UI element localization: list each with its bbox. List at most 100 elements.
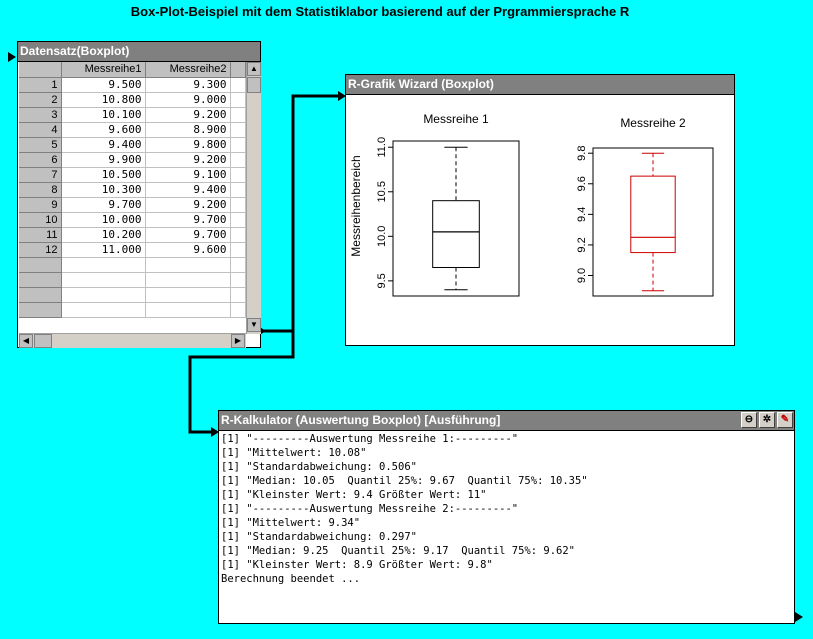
row-header[interactable] — [19, 287, 62, 303]
row-header[interactable]: 5 — [19, 137, 62, 153]
table-row[interactable]: 9 9.700 9.200 — [19, 197, 246, 213]
row-header[interactable]: 11 — [19, 227, 62, 243]
row-header[interactable] — [19, 272, 62, 288]
cell-empty[interactable] — [61, 287, 146, 303]
empty-row[interactable] — [19, 272, 246, 288]
cell-empty[interactable] — [61, 272, 146, 288]
table-row[interactable]: 6 9.900 9.200 — [19, 152, 246, 168]
cell-messreihe1[interactable]: 9.900 — [61, 152, 146, 168]
table-row[interactable]: 3 10.100 9.200 — [19, 107, 246, 123]
table-row[interactable]: 11 10.200 9.700 — [19, 227, 246, 243]
cell-messreihe2[interactable]: 9.000 — [145, 92, 231, 108]
row-header[interactable]: 4 — [19, 122, 62, 138]
corner-cell[interactable] — [19, 62, 62, 78]
cell-empty[interactable] — [230, 167, 246, 183]
table-row[interactable]: 1 9.500 9.300 — [19, 77, 246, 93]
cell-messreihe1[interactable]: 10.300 — [61, 182, 146, 198]
cell-messreihe2[interactable]: 9.700 — [145, 227, 231, 243]
cell-empty[interactable] — [61, 257, 146, 273]
cell-empty[interactable] — [230, 272, 246, 288]
cell-empty[interactable] — [61, 302, 146, 318]
cell-messreihe1[interactable]: 10.500 — [61, 167, 146, 183]
cell-empty[interactable] — [230, 122, 246, 138]
cell-empty[interactable] — [230, 182, 246, 198]
cell-messreihe2[interactable]: 9.200 — [145, 107, 231, 123]
cell-empty[interactable] — [230, 107, 246, 123]
cell-messreihe2[interactable]: 9.600 — [145, 242, 231, 258]
row-header[interactable]: 2 — [19, 92, 62, 108]
vertical-scrollbar[interactable]: ▲ ▼ — [246, 62, 261, 334]
cell-messreihe2[interactable]: 8.900 — [145, 122, 231, 138]
cell-empty[interactable] — [230, 152, 246, 168]
table-row[interactable]: 12 11.000 9.600 — [19, 242, 246, 258]
column-header-messreihe1[interactable]: Messreihe1 — [61, 62, 146, 78]
cell-empty[interactable] — [230, 257, 246, 273]
cell-empty[interactable] — [145, 272, 231, 288]
row-header[interactable]: 6 — [19, 152, 62, 168]
cell-messreihe2[interactable]: 9.200 — [145, 197, 231, 213]
cell-messreihe1[interactable]: 10.100 — [61, 107, 146, 123]
table-row[interactable]: 5 9.400 9.800 — [19, 137, 246, 153]
scroll-down-icon[interactable]: ▼ — [247, 318, 261, 332]
wizard-window[interactable]: R-Grafik Wizard (Boxplot) Messreihenbere… — [345, 74, 735, 346]
cell-messreihe1[interactable]: 9.400 — [61, 137, 146, 153]
row-header[interactable]: 9 — [19, 197, 62, 213]
gear-icon[interactable]: ✲ — [759, 412, 775, 428]
cell-empty[interactable] — [145, 302, 231, 318]
cell-messreihe2[interactable]: 9.800 — [145, 137, 231, 153]
row-header[interactable]: 1 — [19, 77, 62, 93]
row-header[interactable]: 7 — [19, 167, 62, 183]
dataset-title[interactable]: Datensatz(Boxplot) — [18, 42, 260, 62]
scroll-up-icon[interactable]: ▲ — [247, 62, 261, 76]
cell-messreihe1[interactable]: 11.000 — [61, 242, 146, 258]
scroll-right-icon[interactable]: ▶ — [231, 334, 245, 348]
cell-empty[interactable] — [145, 287, 231, 303]
table-row[interactable]: 10 10.000 9.700 — [19, 212, 246, 228]
cell-empty[interactable] — [230, 212, 246, 228]
row-header[interactable]: 8 — [19, 182, 62, 198]
cell-messreihe1[interactable]: 9.700 — [61, 197, 146, 213]
cell-messreihe1[interactable]: 9.500 — [61, 77, 146, 93]
row-header[interactable]: 3 — [19, 107, 62, 123]
scroll-thumb[interactable] — [247, 77, 261, 93]
table-row[interactable]: 8 10.300 9.400 — [19, 182, 246, 198]
cell-empty[interactable] — [230, 77, 246, 93]
calculator-title[interactable]: R-Kalkulator (Auswertung Boxplot) [Ausfü… — [219, 411, 794, 431]
cell-empty[interactable] — [230, 302, 246, 318]
cell-messreihe1[interactable]: 10.800 — [61, 92, 146, 108]
cell-empty[interactable] — [230, 242, 246, 258]
empty-row[interactable] — [19, 287, 246, 303]
cell-messreihe2[interactable]: 9.200 — [145, 152, 231, 168]
cell-messreihe1[interactable]: 10.200 — [61, 227, 146, 243]
row-header[interactable] — [19, 257, 62, 273]
row-header[interactable]: 12 — [19, 242, 62, 258]
table-row[interactable]: 2 10.800 9.000 — [19, 92, 246, 108]
column-header-empty[interactable] — [230, 62, 246, 78]
cell-empty[interactable] — [230, 287, 246, 303]
row-header[interactable]: 10 — [19, 212, 62, 228]
cell-empty[interactable] — [145, 257, 231, 273]
cell-messreihe1[interactable]: 9.600 — [61, 122, 146, 138]
cell-messreihe2[interactable]: 9.100 — [145, 167, 231, 183]
cell-messreihe2[interactable]: 9.300 — [145, 77, 231, 93]
minimize-icon[interactable]: ⊖ — [741, 412, 757, 428]
cell-empty[interactable] — [230, 227, 246, 243]
cell-empty[interactable] — [230, 92, 246, 108]
hscroll-thumb[interactable] — [34, 334, 52, 348]
cell-empty[interactable] — [230, 197, 246, 213]
horizontal-scrollbar[interactable]: ◀ ▶ — [19, 333, 246, 348]
cell-messreihe1[interactable]: 10.000 — [61, 212, 146, 228]
table-row[interactable]: 7 10.500 9.100 — [19, 167, 246, 183]
cell-messreihe2[interactable]: 9.400 — [145, 182, 231, 198]
row-header[interactable] — [19, 302, 62, 318]
empty-row[interactable] — [19, 257, 246, 273]
calculator-window[interactable]: R-Kalkulator (Auswertung Boxplot) [Ausfü… — [218, 410, 795, 624]
cell-messreihe2[interactable]: 9.700 — [145, 212, 231, 228]
pencil-icon[interactable]: ✎ — [777, 412, 793, 428]
scroll-left-icon[interactable]: ◀ — [19, 334, 33, 348]
column-header-messreihe2[interactable]: Messreihe2 — [145, 62, 231, 78]
dataset-window[interactable]: Datensatz(Boxplot) Messreihe1 Messreihe2… — [17, 41, 261, 348]
table-row[interactable]: 4 9.600 8.900 — [19, 122, 246, 138]
wizard-title[interactable]: R-Grafik Wizard (Boxplot) — [346, 75, 734, 95]
empty-row[interactable] — [19, 302, 246, 318]
